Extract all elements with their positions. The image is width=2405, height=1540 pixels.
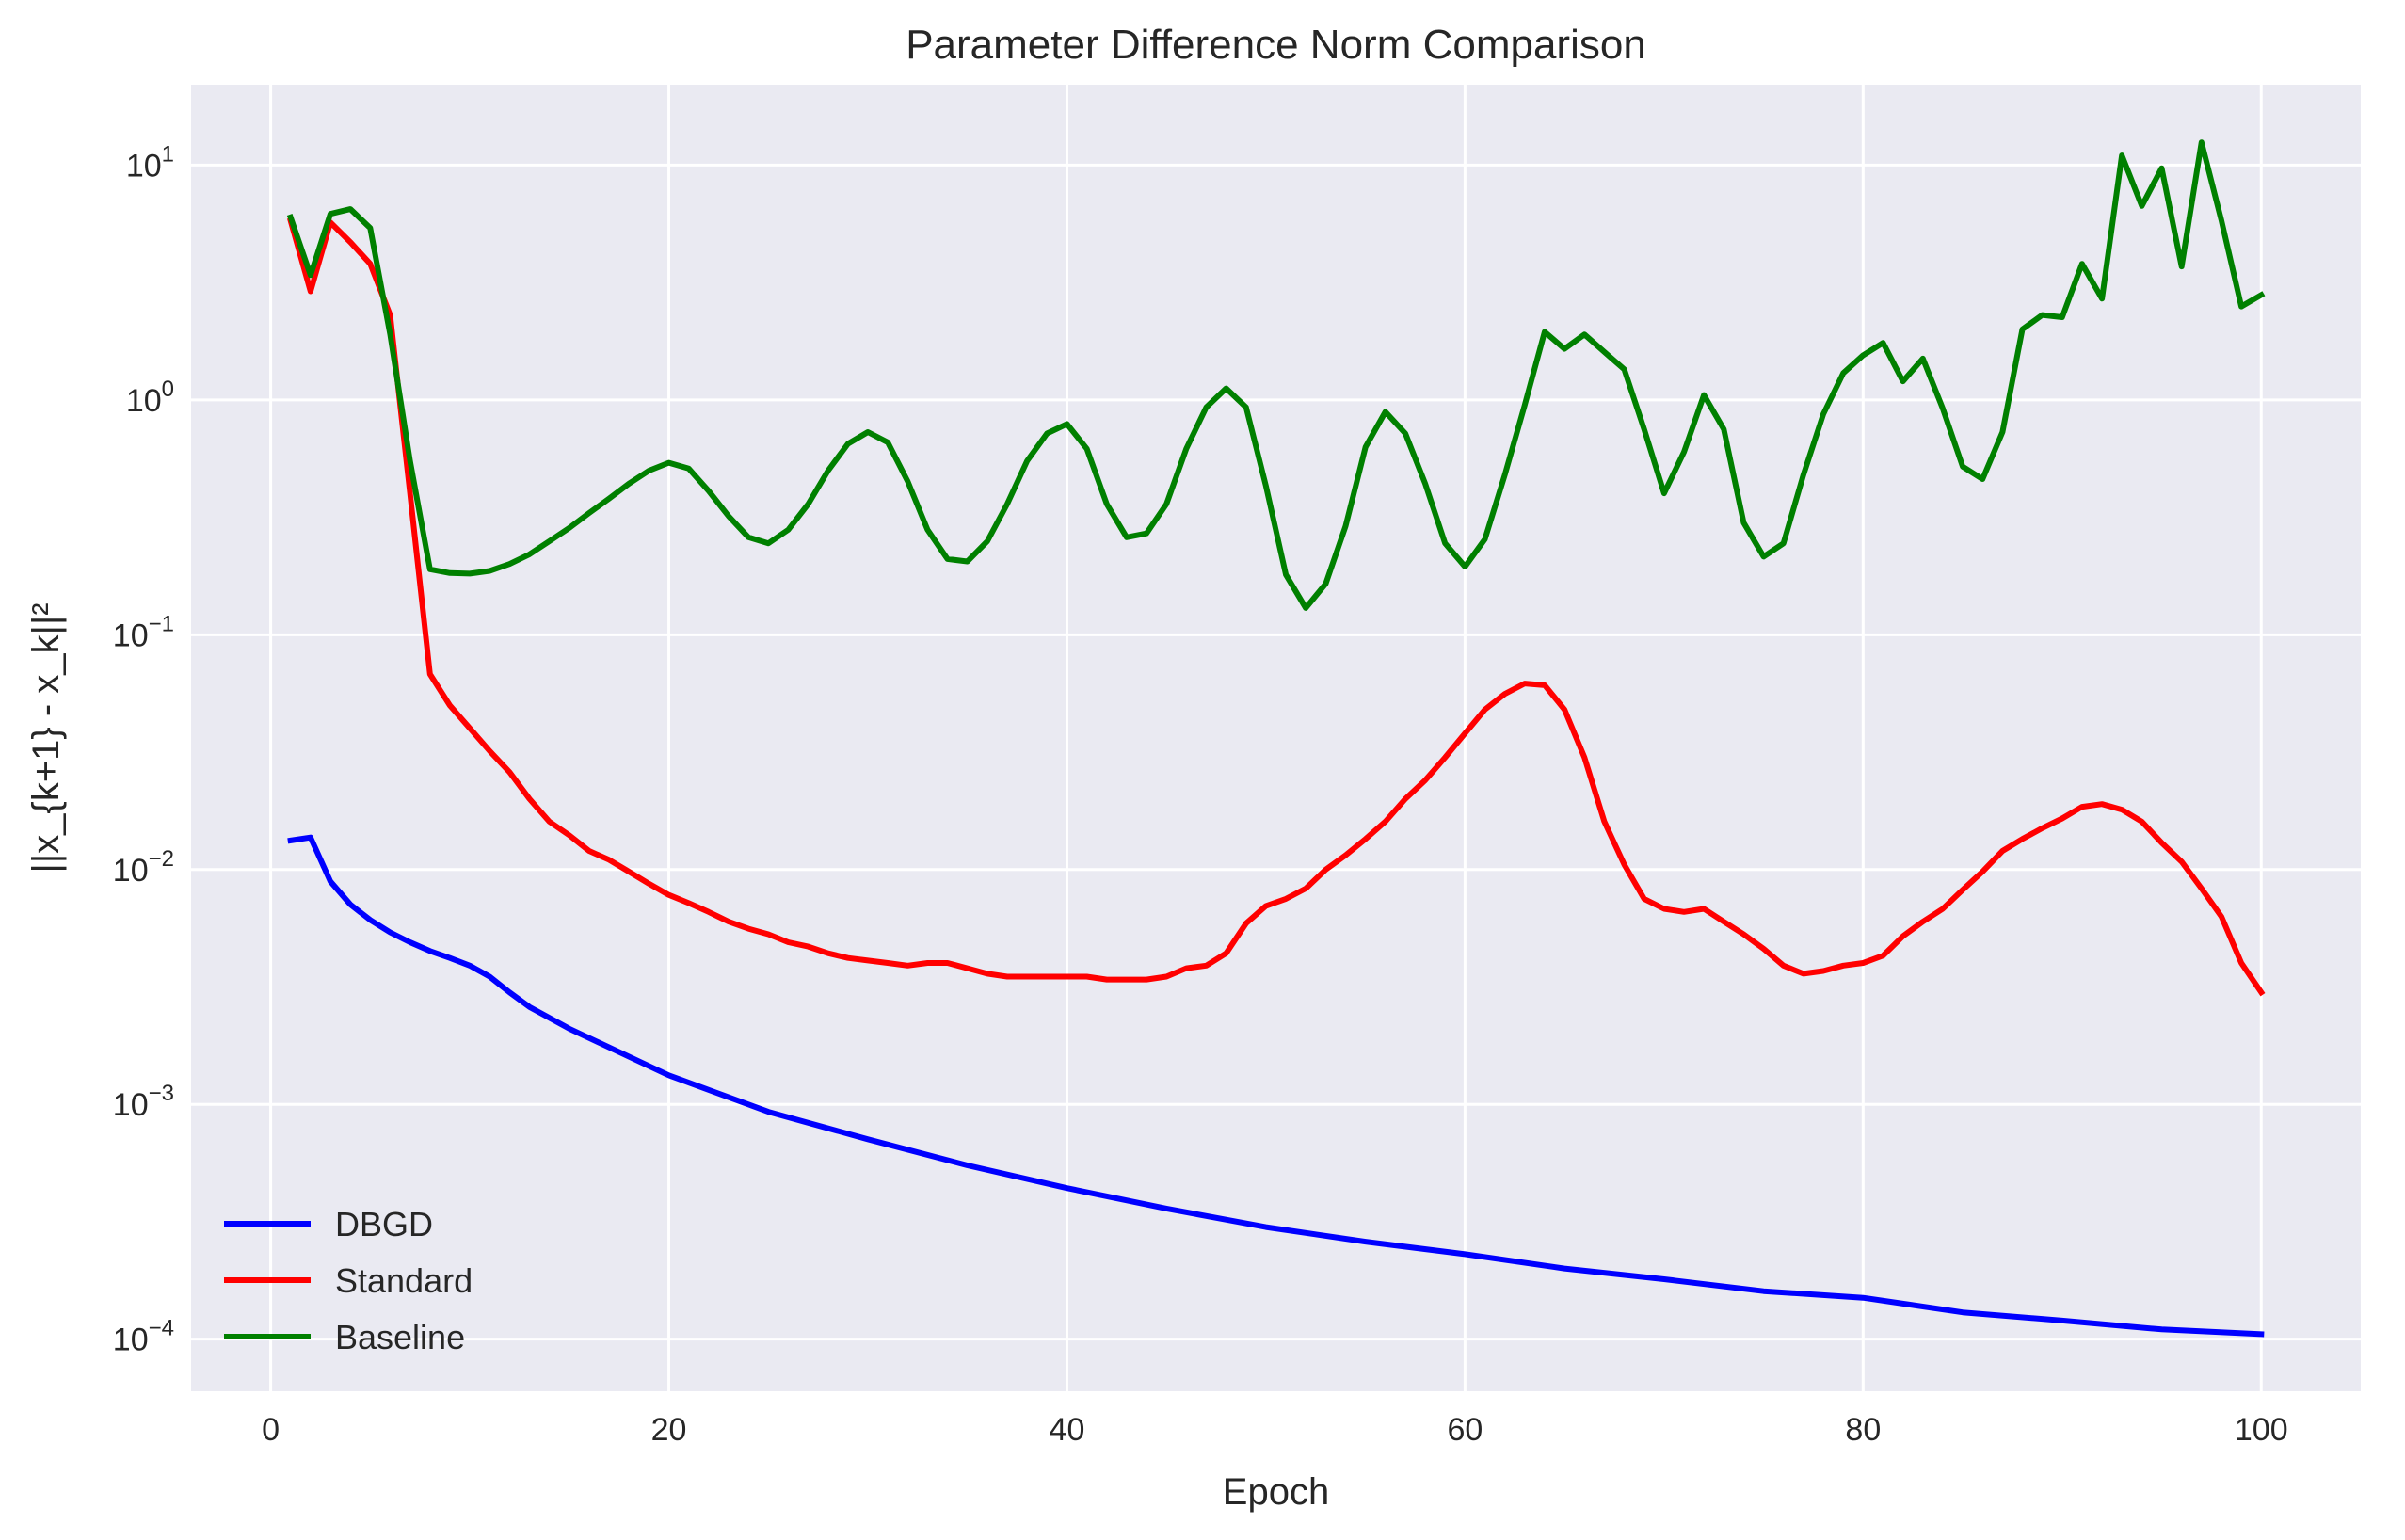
- y-tick-label: 100: [126, 377, 174, 419]
- legend-label: DBGD: [335, 1205, 433, 1243]
- x-tick-label: 0: [262, 1412, 280, 1448]
- legend: DBGD Standard Baseline: [224, 1205, 473, 1356]
- x-tick-label: 40: [1050, 1412, 1085, 1448]
- legend-label: Standard: [335, 1261, 473, 1300]
- y-axis-ticks: 10−4 10−3 10−2 10−1 100 101: [113, 141, 174, 1357]
- x-axis-ticks: 0 20 40 60 80 100: [262, 1412, 2288, 1448]
- y-tick-label: 10−2: [113, 846, 174, 889]
- grid-lines: [191, 85, 2361, 1391]
- series-line-baseline: [286, 139, 2266, 611]
- y-tick-label: 10−4: [113, 1316, 174, 1358]
- y-axis-label: ||x_{k+1} - x_k||²: [25, 602, 67, 873]
- x-tick-label: 60: [1447, 1412, 1483, 1448]
- series-line-standard: [286, 217, 2266, 997]
- y-tick-label: 10−1: [113, 611, 174, 653]
- x-tick-label: 80: [1845, 1412, 1881, 1448]
- x-tick-label: 100: [2235, 1412, 2288, 1448]
- legend-label: Baseline: [335, 1318, 465, 1356]
- x-tick-label: 20: [651, 1412, 687, 1448]
- x-axis-label: Epoch: [1223, 1471, 1329, 1513]
- series-line-dbgd: [287, 834, 2265, 1338]
- y-tick-label: 101: [126, 141, 174, 184]
- chart-title: Parameter Difference Norm Comparison: [906, 22, 1646, 68]
- series-layer: [286, 139, 2266, 1338]
- plot-area: [191, 85, 2361, 1391]
- y-tick-label: 10−3: [113, 1081, 174, 1123]
